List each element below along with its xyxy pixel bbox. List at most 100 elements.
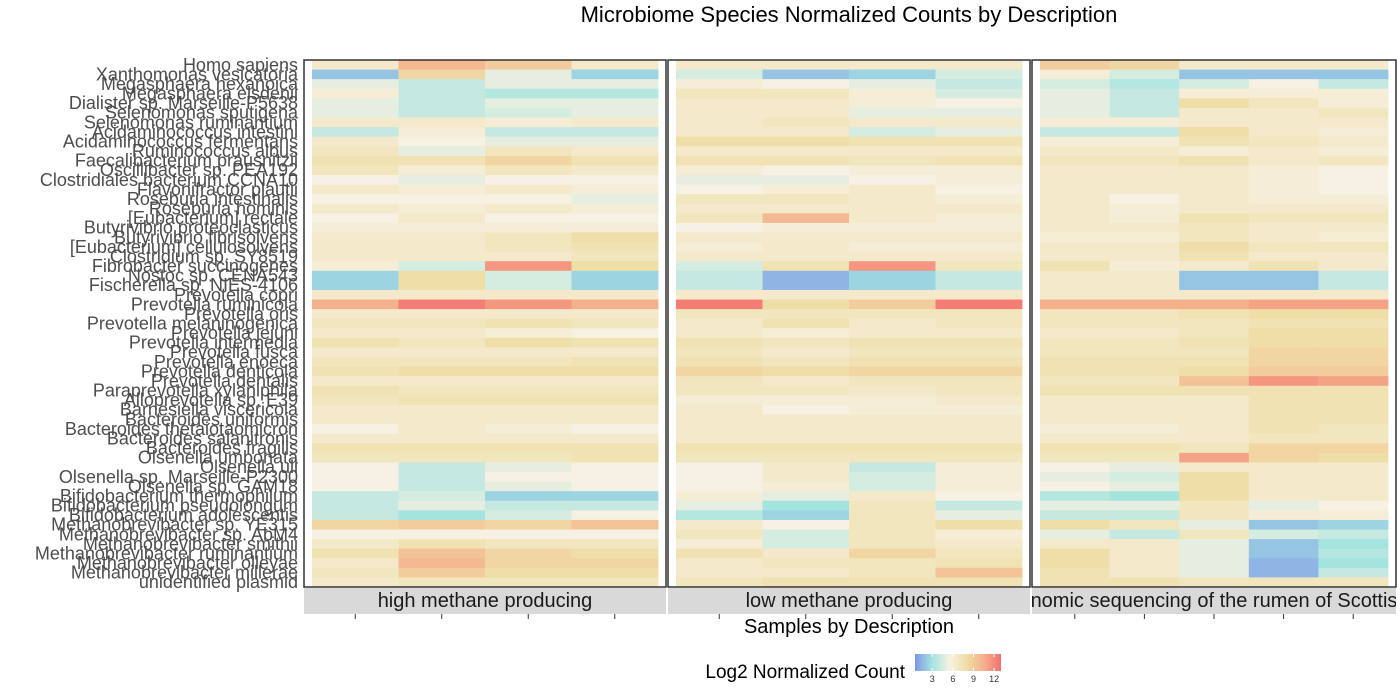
heatmap-cell <box>935 548 1023 559</box>
heatmap-cell <box>1248 261 1319 272</box>
heatmap-cell <box>1109 577 1180 588</box>
heatmap-cell <box>312 424 399 435</box>
heatmap-cell <box>312 500 399 511</box>
heatmap-cell <box>312 443 399 454</box>
heatmap-cell <box>935 491 1023 502</box>
heatmap-cell <box>398 510 486 521</box>
heatmap-cell <box>762 357 850 368</box>
heatmap-cell <box>676 232 763 243</box>
heatmap-cell <box>676 155 763 166</box>
heatmap-cell <box>1248 88 1319 99</box>
heatmap-cell <box>1040 299 1110 310</box>
heatmap-cell <box>1318 433 1389 444</box>
heatmap-cell <box>485 184 572 195</box>
heatmap-cell <box>398 481 486 492</box>
heatmap-cell <box>1040 107 1110 118</box>
heatmap-cell <box>312 136 399 147</box>
species-label: Methanobrevibacter smithii <box>83 534 298 554</box>
heatmap-cell <box>1248 222 1319 233</box>
heatmap-cell <box>676 194 763 205</box>
heatmap-cell <box>935 60 1023 70</box>
heatmap-cell <box>1248 117 1319 128</box>
heatmap-cell <box>849 184 936 195</box>
heatmap-cell <box>676 69 763 80</box>
heatmap-cell <box>1179 529 1250 540</box>
heatmap-cell <box>762 146 850 157</box>
heatmap-cell <box>1318 357 1389 368</box>
heatmap-cell <box>571 472 659 482</box>
heatmap-cell <box>935 577 1023 588</box>
heatmap-cell <box>1109 462 1180 473</box>
heatmap-cell <box>1248 548 1319 559</box>
heatmap-cell <box>312 309 399 320</box>
heatmap-cell <box>571 452 659 463</box>
heatmap-cell <box>312 222 399 233</box>
heatmap-cell <box>935 184 1023 195</box>
heatmap-cell <box>762 194 850 205</box>
heatmap-cell <box>1179 280 1250 291</box>
heatmap-cell <box>1248 280 1319 291</box>
heatmap-cell <box>1318 127 1389 138</box>
heatmap-cell <box>312 481 399 492</box>
heatmap-cell <box>849 424 936 435</box>
heatmap-cell <box>1040 222 1110 233</box>
species-label: Methanobrevibacter millerae <box>71 563 298 583</box>
heatmap-cell <box>849 539 936 550</box>
heatmap-cell <box>849 548 936 559</box>
heatmap-cell <box>485 165 572 176</box>
heatmap-cell <box>1248 165 1319 176</box>
heatmap-cell <box>1318 519 1389 530</box>
heatmap-cell <box>1248 529 1319 540</box>
heatmap-cell <box>762 404 850 415</box>
heatmap-cell <box>1248 194 1319 205</box>
heatmap-cell <box>1109 261 1180 272</box>
heatmap-cell <box>762 270 850 281</box>
heatmap-cell <box>935 117 1023 128</box>
heatmap-cell <box>398 376 486 387</box>
heatmap-cell <box>571 539 659 550</box>
heatmap-cell <box>1248 357 1319 368</box>
heatmap-cell <box>571 299 659 310</box>
heatmap-cell <box>935 433 1023 444</box>
species-label: Methanobrevibacter sp. AbM4 <box>59 524 298 544</box>
heatmap-cell <box>935 376 1023 387</box>
heatmap-cell <box>1318 337 1389 348</box>
heatmap-cell <box>935 347 1023 358</box>
facet-panel: low methane producing <box>667 59 1031 619</box>
heatmap-cell <box>1318 117 1389 128</box>
heatmap-cell <box>1179 69 1250 80</box>
heatmap-cell <box>571 577 659 588</box>
heatmap-cell <box>1248 289 1319 300</box>
heatmap-cell <box>312 261 399 272</box>
heatmap-cell <box>762 174 850 185</box>
heatmap-cell <box>1040 280 1110 291</box>
heatmap-cell <box>571 567 659 578</box>
heatmap-cell <box>1109 232 1180 243</box>
heatmap-cell <box>935 299 1023 310</box>
heatmap-cell <box>849 242 936 253</box>
heatmap-cell <box>398 414 486 425</box>
heatmap-cell <box>935 232 1023 243</box>
heatmap-cell <box>676 261 763 272</box>
heatmap-cell <box>1318 213 1389 224</box>
heatmap-cell <box>398 558 486 569</box>
legend-tick-label: 3 <box>930 674 935 684</box>
species-label: Prevotella dentalis <box>151 371 298 391</box>
species-label: Bifidobacterium adolescentis <box>69 505 298 525</box>
heatmap-cell <box>312 79 399 90</box>
heatmap-cell <box>1040 481 1110 492</box>
heatmap-cell <box>485 357 572 368</box>
heatmap-cell <box>849 366 936 377</box>
species-label: Xanthomonas vesicatoria <box>96 64 299 84</box>
heatmap-cell <box>935 366 1023 377</box>
heatmap-cell <box>1040 337 1110 348</box>
heatmap-cell <box>1040 500 1110 511</box>
heatmap-cell <box>312 510 399 521</box>
heatmap-cell <box>312 452 399 463</box>
facet-strip-label: low methane producing <box>746 590 953 612</box>
heatmap-cell <box>762 395 850 406</box>
heatmap-cell <box>485 251 572 262</box>
heatmap-cell <box>1040 79 1110 90</box>
heatmap-cell <box>676 127 763 138</box>
chart-title: Microbiome Species Normalized Counts by … <box>581 2 1118 27</box>
